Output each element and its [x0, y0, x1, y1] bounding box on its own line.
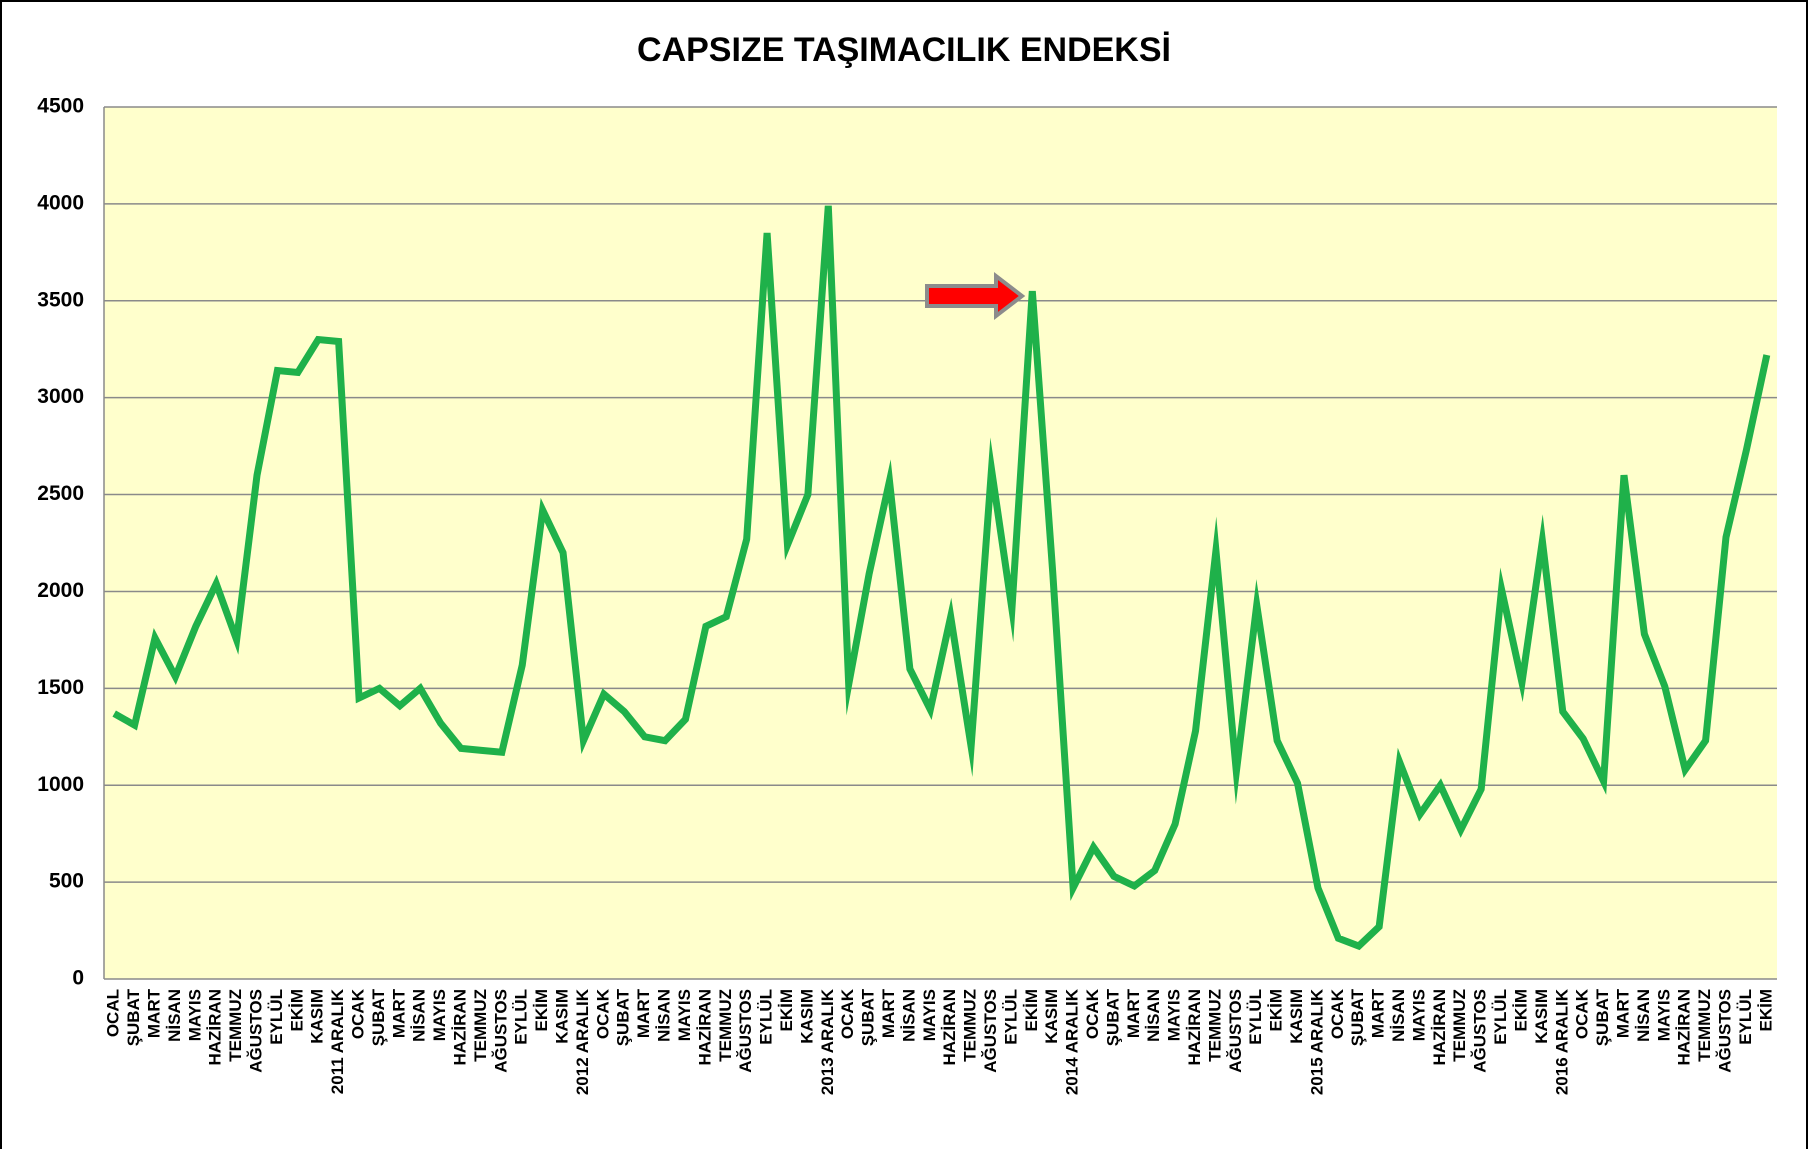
x-tick-label: MAYIS [1165, 989, 1184, 1041]
x-tick-label: ŞUBAT [1348, 988, 1367, 1046]
x-tick-label: EKİM [287, 989, 306, 1032]
x-tick-label: OCAL [104, 989, 123, 1037]
x-tick-label: OCAK [838, 988, 857, 1039]
x-tick-label: NİSAN [1634, 989, 1653, 1042]
x-tick-label: MAYIS [1409, 989, 1428, 1041]
x-tick-label: MART [144, 988, 163, 1038]
y-tick-label: 3500 [37, 288, 84, 311]
x-tick-label: TEMMUZ [961, 989, 980, 1062]
y-tick-label: 1500 [37, 676, 84, 699]
x-tick-label: EYLÜL [267, 989, 286, 1045]
x-tick-label: AĞUSTOS [1226, 989, 1245, 1073]
x-tick-label: KASIM [797, 989, 816, 1044]
x-tick-label: EYLÜL [1001, 989, 1020, 1045]
y-tick-label: 3000 [37, 385, 84, 408]
x-tick-label: AĞUSTOS [1715, 989, 1734, 1073]
x-tick-label: OCAK [1083, 988, 1102, 1039]
x-tick-label: ŞUBAT [124, 988, 143, 1046]
y-tick-label: 500 [49, 870, 84, 893]
x-tick-label: TEMMUZ [1205, 989, 1224, 1062]
line [112, 205, 1771, 951]
x-tick-label: ŞUBAT [614, 988, 633, 1046]
x-tick-label: TEMMUZ [1450, 989, 1469, 1062]
x-tick-label: NİSAN [1389, 989, 1408, 1042]
x-tick-label: EYLÜL [1246, 989, 1265, 1045]
x-tick-label: HAZİRAN [451, 989, 470, 1066]
x-tick-label: MART [1369, 988, 1388, 1038]
x-tick-label: MAYIS [430, 989, 449, 1041]
x-tick-label: TEMMUZ [1695, 989, 1714, 1062]
x-tick-label: AĞUSTOS [247, 989, 266, 1073]
x-tick-label: MART [1124, 988, 1143, 1038]
x-tick-label: TEMMUZ [226, 989, 245, 1062]
x-tick-label: EYLÜL [757, 989, 776, 1045]
x-tick-label: 2014 ARALIK [1063, 988, 1082, 1095]
x-tick-label: HAZİRAN [940, 989, 959, 1066]
x-tick-label: HAZİRAN [1185, 989, 1204, 1066]
x-tick-label: AĞUSTOS [736, 989, 755, 1073]
x-tick-label: MAYIS [1654, 989, 1673, 1041]
x-tick-label: MART [879, 988, 898, 1038]
x-tick-label: EYLÜL [1736, 989, 1755, 1045]
x-tick-label: TEMMUZ [471, 989, 490, 1062]
y-tick-label: 2000 [37, 579, 84, 602]
x-tick-label: KASIM [1042, 989, 1061, 1044]
x-tick-label: AĞUSTOS [491, 989, 510, 1073]
x-tick-label: 2015 ARALIK [1307, 988, 1326, 1095]
x-tick-label: OCAK [349, 988, 368, 1039]
x-tick-label: AĞUSTOS [981, 989, 1000, 1073]
x-tick-label: MAYIS [920, 989, 939, 1041]
y-tick-label: 4500 [37, 95, 84, 118]
x-tick-label: EYLÜL [1491, 989, 1510, 1045]
y-tick-label: 2500 [37, 482, 84, 505]
x-tick-label: ŞUBAT [1103, 988, 1122, 1046]
arrow [925, 271, 1026, 321]
x-tick-label: MART [389, 988, 408, 1038]
x-tick-label: HAZİRAN [695, 989, 714, 1066]
x-tick-label: OCAK [1573, 988, 1592, 1039]
x-tick-label: NİSAN [899, 989, 918, 1042]
x-tick-label: ŞUBAT [859, 988, 878, 1046]
x-tick-label: KASIM [1532, 989, 1551, 1044]
x-tick-label: EKİM [1756, 989, 1775, 1032]
x-tick-label: NİSAN [165, 989, 184, 1042]
x-tick-label: 2016 ARALIK [1552, 988, 1571, 1095]
x-tick-label: HAZİRAN [1430, 989, 1449, 1066]
x-tick-label: NİSAN [655, 989, 674, 1042]
x-tick-label: MART [1613, 988, 1632, 1038]
x-tick-label: KASIM [553, 989, 572, 1044]
plot-area [104, 107, 1777, 979]
x-tick-label: OCAK [1328, 988, 1347, 1039]
x-tick-label: KASIM [1287, 989, 1306, 1044]
x-tick-label: 2013 ARALIK [818, 988, 837, 1095]
x-tick-label: NİSAN [410, 989, 429, 1042]
x-tick-label: MAYIS [185, 989, 204, 1041]
x-tick-label: EYLÜL [512, 989, 531, 1045]
x-tick-label: ŞUBAT [1593, 988, 1612, 1046]
x-tick-label: MAYIS [675, 989, 694, 1041]
x-tick-label: TEMMUZ [716, 989, 735, 1062]
x-tick-label: NİSAN [1144, 989, 1163, 1042]
x-tick-label: EKİM [777, 989, 796, 1032]
x-tick-label: KASIM [308, 989, 327, 1044]
x-tick-label: HAZİRAN [1675, 989, 1694, 1066]
x-tick-label: EKİM [532, 989, 551, 1032]
chart-title: CAPSIZE TAŞIMACILIK ENDEKSİ [637, 31, 1171, 69]
x-tick-label: 2011 ARALIK [328, 988, 347, 1094]
x-tick-label: EKİM [1511, 989, 1530, 1032]
x-tick-label: AĞUSTOS [1471, 989, 1490, 1073]
x-tick-label: EKİM [1267, 989, 1286, 1032]
y-tick-label: 4000 [37, 191, 84, 214]
y-tick-label: 1000 [37, 773, 84, 796]
x-tick-label: MART [634, 988, 653, 1038]
x-tick-label: OCAK [593, 988, 612, 1039]
x-tick-label: EKİM [1022, 989, 1041, 1032]
x-tick-label: ŞUBAT [369, 988, 388, 1046]
x-tick-label: 2012 ARALIK [573, 988, 592, 1095]
y-tick-label: 0 [72, 967, 84, 990]
x-tick-label: HAZİRAN [206, 989, 225, 1066]
